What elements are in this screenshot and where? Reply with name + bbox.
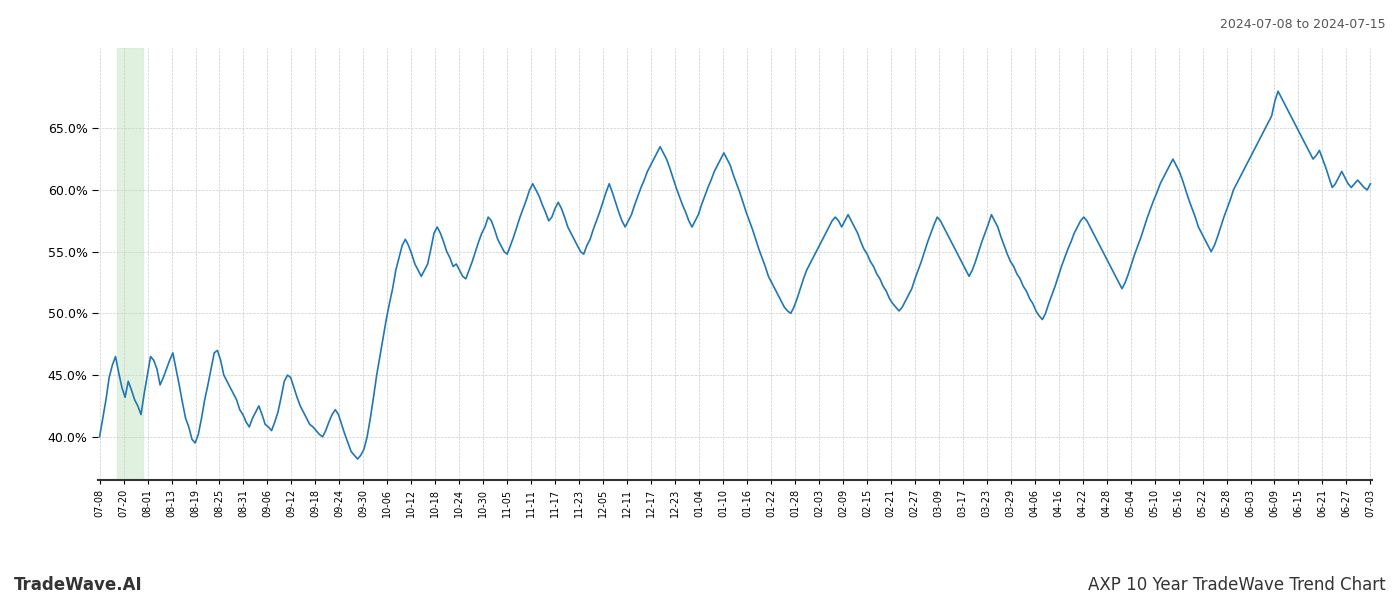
Text: TradeWave.AI: TradeWave.AI xyxy=(14,576,143,594)
Bar xyxy=(118,48,143,480)
Text: AXP 10 Year TradeWave Trend Chart: AXP 10 Year TradeWave Trend Chart xyxy=(1088,576,1386,594)
Text: 2024-07-08 to 2024-07-15: 2024-07-08 to 2024-07-15 xyxy=(1221,18,1386,31)
